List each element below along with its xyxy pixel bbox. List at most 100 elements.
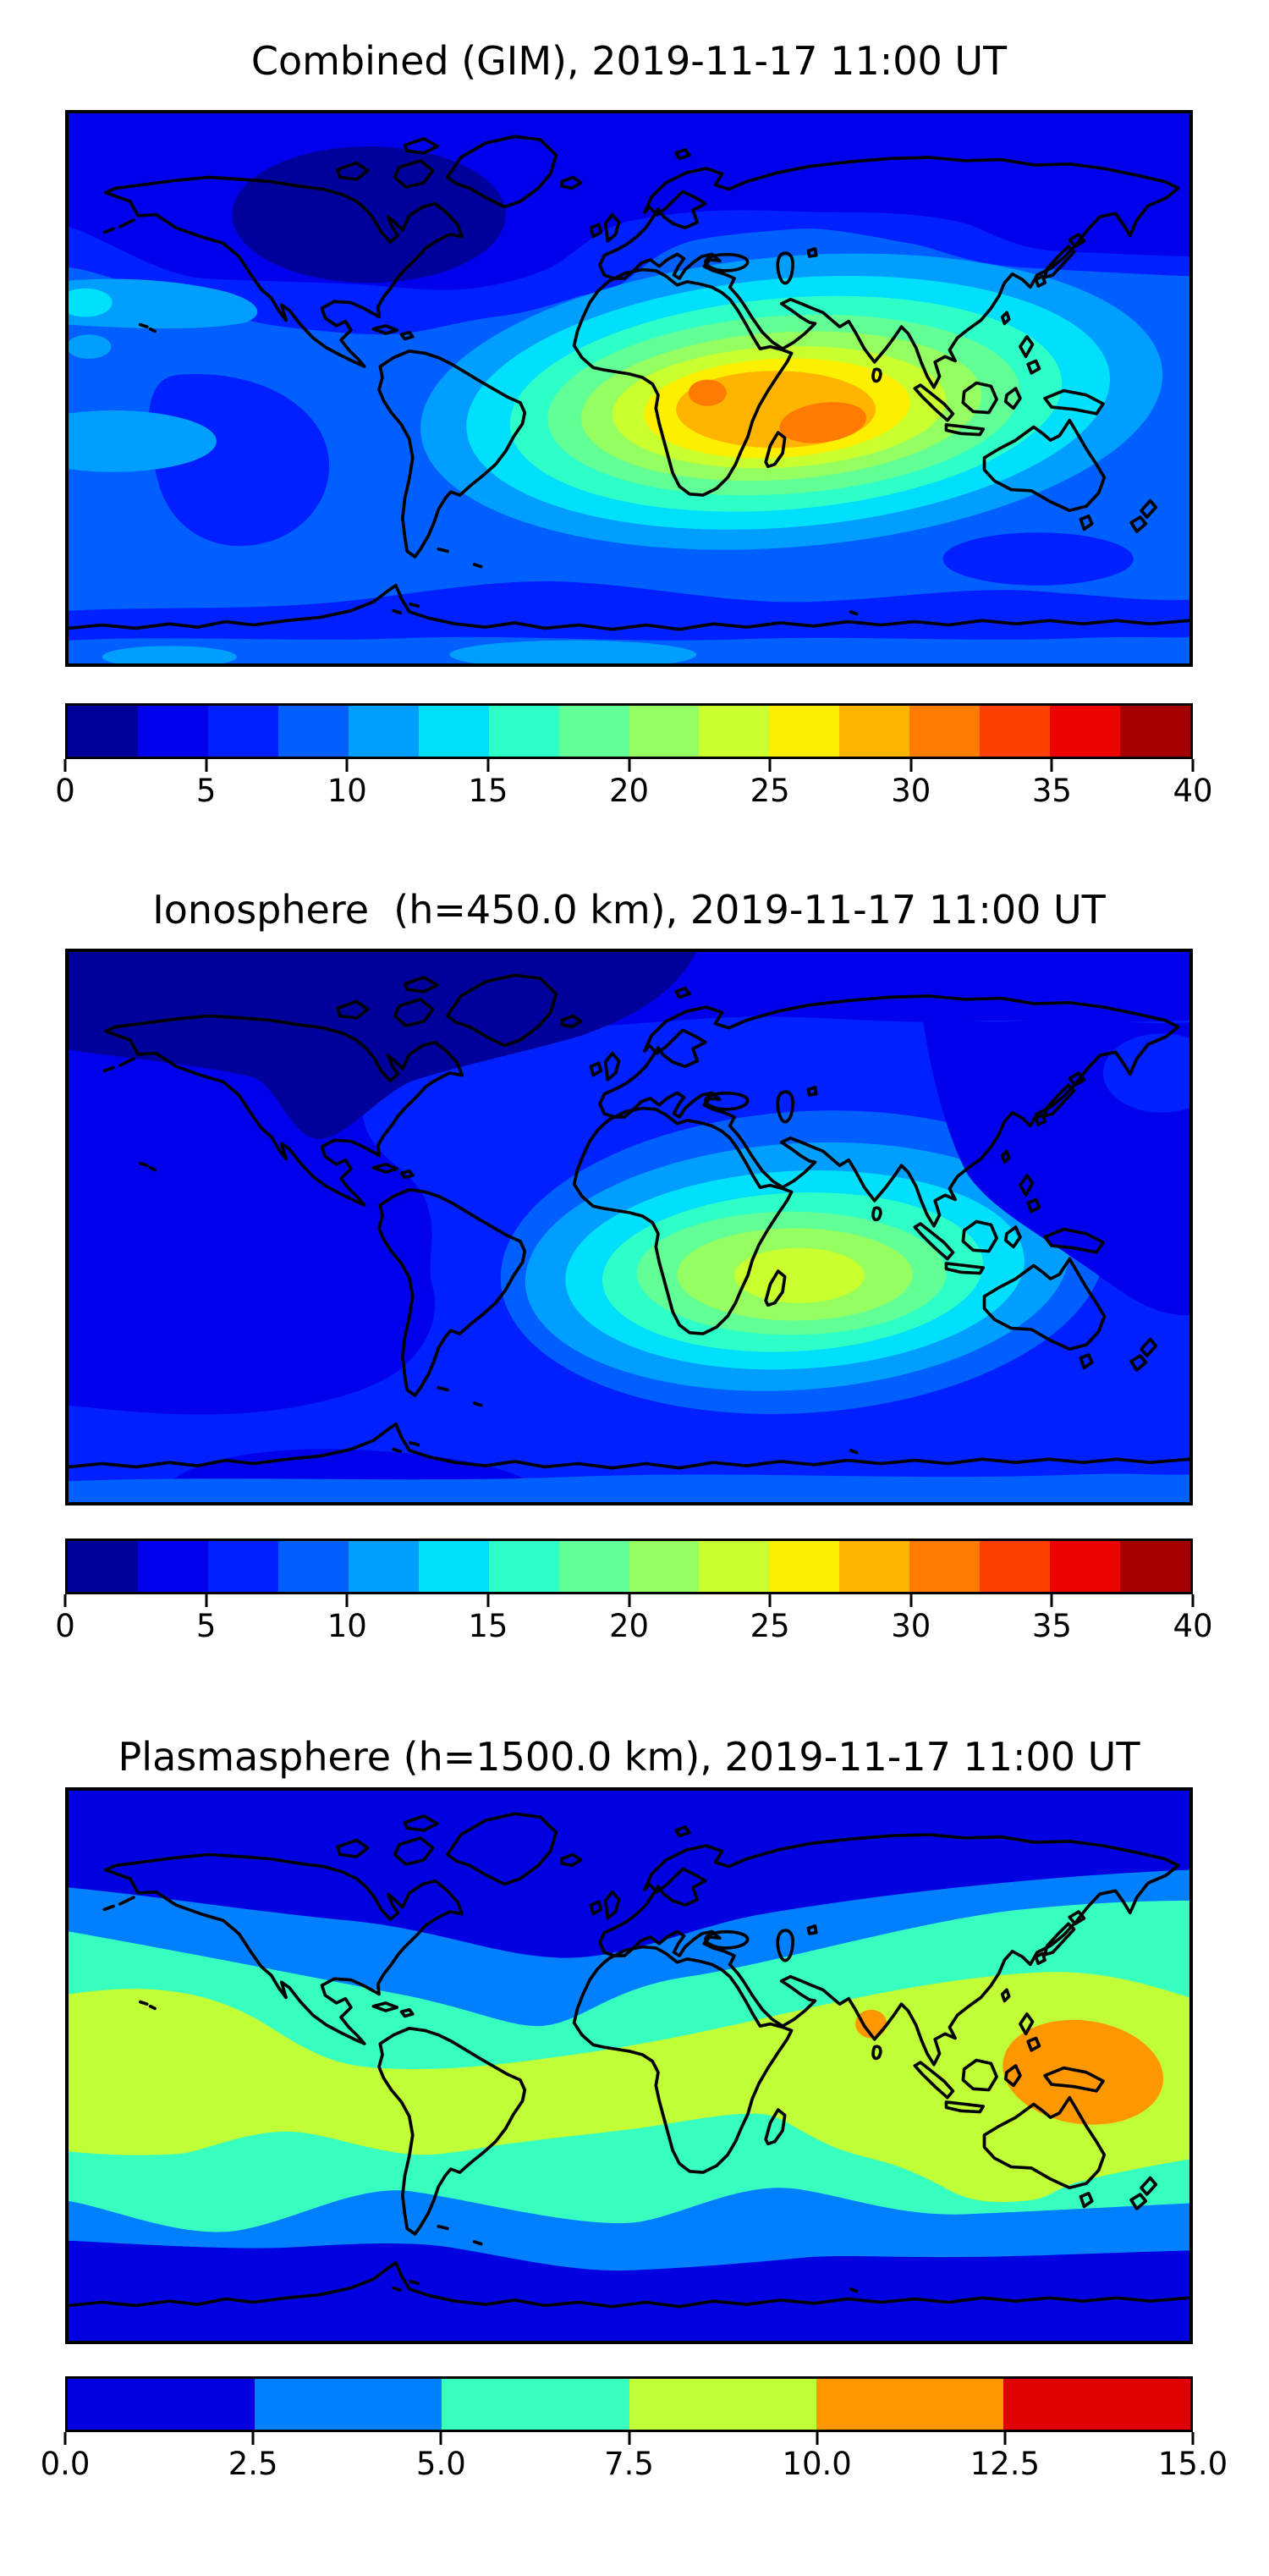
colorbar-segment — [348, 1541, 419, 1592]
colorbar-segment — [980, 1541, 1051, 1592]
colorbar-tick — [1191, 2432, 1195, 2445]
colorbar-tick-label: 15.0 — [1157, 2446, 1228, 2482]
colorbar-segment — [1120, 706, 1190, 757]
contour-band — [942, 532, 1134, 586]
panel-ionosphere: Ionosphere (h=450.0 km), 2019-11-17 11:0… — [55, 886, 1213, 1647]
hotspot-core — [734, 1247, 865, 1303]
colorbar-segment — [418, 706, 489, 757]
colorbar-tick — [768, 759, 772, 772]
colorbar-axis: 0.0 2.5 5.0 7.5 10.0 12.5 15.0 — [41, 2432, 1228, 2485]
colorbar-tick — [768, 1594, 772, 1607]
colorbar-segment — [207, 706, 278, 757]
contour-band — [69, 1972, 1189, 2203]
colorbar-tick-label: 40 — [1173, 1608, 1213, 1644]
hotspot-core — [688, 379, 727, 406]
colorbar-tick-label: 35 — [1031, 773, 1072, 809]
colorbar-segment — [207, 1541, 278, 1592]
colorbar-segment — [816, 2379, 1003, 2430]
colorbar-segment — [558, 1541, 629, 1592]
colorbar-segment — [1050, 706, 1121, 757]
colorbar-segment — [980, 706, 1051, 757]
colorbar-segment — [909, 706, 981, 757]
colorbar-tick — [1191, 759, 1195, 772]
colorbar-tick-label: 25 — [750, 1608, 790, 1644]
colorbar-segment — [137, 1541, 208, 1592]
panel-title-plasmasphere: Plasmasphere (h=1500.0 km), 2019-11-17 1… — [118, 1734, 1140, 1780]
colorbar-segment — [488, 1541, 559, 1592]
colorbar-tick-label: 2.5 — [228, 2446, 278, 2482]
colorbar-combined: 0 5 10 15 20 25 30 35 40 — [55, 703, 1213, 812]
colorbar-segment — [699, 706, 770, 757]
colorbar-segment — [68, 1541, 138, 1592]
colorbar-tick-label: 10 — [327, 773, 367, 809]
colorbar-tick-label: 0 — [55, 773, 75, 809]
colorbar-tick — [1191, 1594, 1195, 1607]
colorbar-segment — [699, 1541, 770, 1592]
contour-band — [1102, 1033, 1189, 1113]
colorbar-segment — [418, 1541, 489, 1592]
colorbar-segment — [137, 706, 208, 757]
colorbar-strip — [65, 1538, 1193, 1594]
colorbar-tick — [439, 2432, 442, 2445]
colorbar-tick-label: 15 — [468, 1608, 508, 1644]
contour-band — [148, 374, 330, 547]
colorbar-strip — [65, 703, 1193, 759]
colorbar-tick-label: 5 — [195, 773, 217, 809]
colorbar-tick-label: 25 — [750, 773, 790, 809]
colorbar-segment — [68, 706, 138, 757]
colorbar-segment — [1003, 2379, 1191, 2430]
colorbar-tick-label: 12.5 — [970, 2446, 1041, 2482]
contour-band — [102, 646, 237, 663]
colorbar-tick — [486, 759, 490, 772]
colorbar-segment — [255, 2379, 442, 2430]
contour-band — [69, 288, 113, 317]
contour-band — [69, 334, 112, 359]
colorbar-tick-label: 7.5 — [604, 2446, 654, 2482]
colorbar-tick-label: 35 — [1031, 1608, 1072, 1644]
colorbar-tick-label: 5 — [195, 1608, 217, 1644]
colorbar-tick — [63, 2432, 67, 2445]
colorbar-segment — [558, 706, 629, 757]
colorbar-segment — [1050, 1541, 1121, 1592]
colorbar-tick — [628, 759, 630, 772]
colorbar-segment — [769, 1541, 840, 1592]
colorbar-segment — [629, 1541, 700, 1592]
colorbar-segment — [277, 1541, 349, 1592]
colorbar-tick — [1050, 759, 1053, 772]
colorbar-tick-label: 20 — [608, 1608, 650, 1644]
colorbar-tick — [1050, 1594, 1053, 1607]
colorbar-tick-label: 20 — [608, 773, 650, 809]
colorbar-tick-label: 10.0 — [782, 2446, 852, 2482]
colorbar-axis: 0 5 10 15 20 25 30 35 40 — [55, 759, 1213, 812]
colorbar-tick — [205, 759, 208, 772]
colorbar-tick-label: 0.0 — [40, 2446, 91, 2482]
colorbar-segment — [442, 2379, 629, 2430]
colorbar-tick-label: 30 — [891, 1608, 931, 1644]
contour-field-ionosphere — [69, 952, 1189, 1502]
colorbar-tick — [486, 1594, 490, 1607]
colorbar-segment — [488, 706, 559, 757]
map-combined — [65, 110, 1193, 667]
colorbar-segment — [769, 706, 840, 757]
colorbar-ionosphere: 0 5 10 15 20 25 30 35 40 — [55, 1538, 1213, 1647]
colorbar-tick-label: 10 — [327, 1608, 367, 1644]
contour-field-plasmasphere — [69, 1791, 1189, 2341]
contour-band — [69, 1473, 1189, 1502]
contour-field-combined — [69, 113, 1189, 663]
hotspot-core — [855, 2009, 887, 2039]
colorbar-tick-label: 0 — [55, 1608, 75, 1644]
hotspot-core — [779, 402, 867, 443]
colorbar-tick — [63, 759, 67, 772]
colorbar-segment — [1120, 1541, 1190, 1592]
colorbar-tick — [251, 2432, 255, 2445]
panel-combined: Combined (GIM), 2019-11-17 11:00 UT — [55, 37, 1213, 812]
figure: { "figure": { "background": "#ffffff", "… — [0, 37, 1269, 2576]
colorbar-axis: 0 5 10 15 20 25 30 35 40 — [55, 1594, 1213, 1647]
panel-title-combined: Combined (GIM), 2019-11-17 11:00 UT — [250, 38, 1008, 84]
colorbar-segment — [629, 706, 700, 757]
colorbar-segment — [68, 2379, 255, 2430]
panel-plasmasphere: Plasmasphere (h=1500.0 km), 2019-11-17 1… — [41, 1733, 1228, 2485]
colorbar-tick-label: 30 — [891, 773, 931, 809]
map-plasmasphere — [65, 1787, 1193, 2344]
colorbar-tick — [909, 759, 913, 772]
